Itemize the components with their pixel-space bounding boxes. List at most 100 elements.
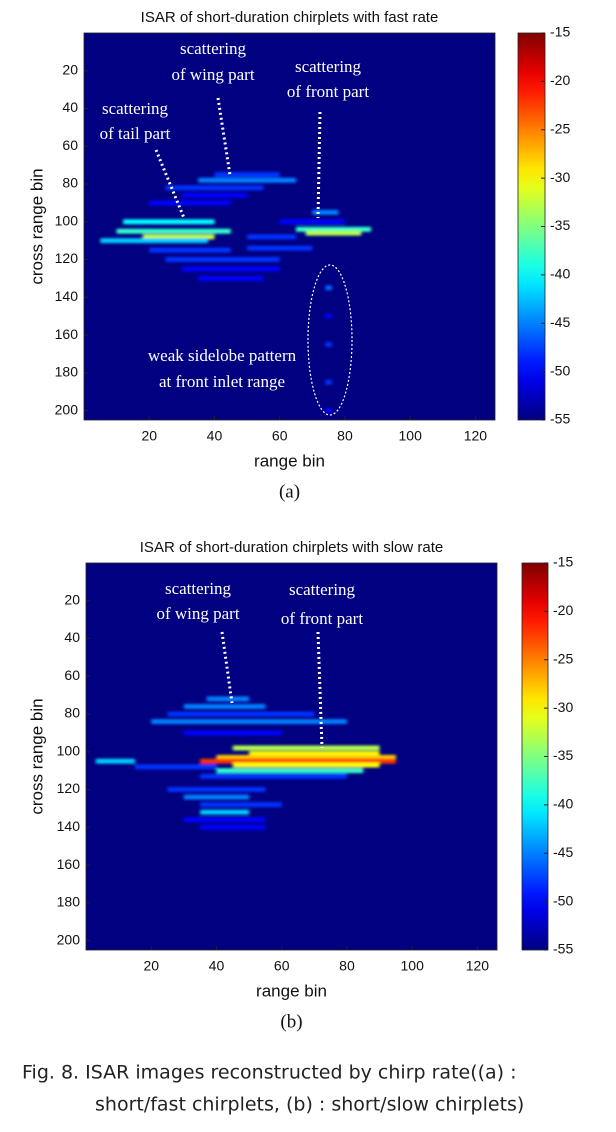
caption-line: Fig. 8. ISAR images reconstructed by chi… <box>22 1062 517 1084</box>
heat-streak <box>312 209 339 215</box>
heat-streak <box>123 219 215 225</box>
colorbar-tick-label: -20 <box>553 602 573 618</box>
heat-streak <box>216 768 364 774</box>
heat-streak <box>183 703 266 709</box>
heat-streak <box>325 341 332 347</box>
heat-streak <box>200 809 250 815</box>
heat-streak <box>149 200 231 206</box>
x-axis-label: range bin <box>256 981 327 1000</box>
x-tick-label: 100 <box>399 428 423 444</box>
annotation: scattering <box>165 579 232 598</box>
annotation: scattering <box>289 580 356 599</box>
heatmap-layer <box>100 172 372 414</box>
heat-streak <box>200 824 266 830</box>
x-tick-label: 120 <box>466 958 490 974</box>
plot-background <box>84 33 495 420</box>
heat-streak <box>198 177 297 183</box>
heat-streak <box>232 745 380 751</box>
heat-streak <box>279 219 345 225</box>
y-tick-label: 100 <box>55 212 79 228</box>
colorbar-tick-label: -25 <box>550 120 570 136</box>
y-tick-label: 80 <box>62 175 78 191</box>
annotation: scattering <box>295 57 362 76</box>
colorbar-tick-label: -30 <box>550 169 570 185</box>
colorbar-tick-label: -55 <box>550 411 570 427</box>
x-tick-label: 80 <box>339 958 355 974</box>
heat-streak <box>200 773 347 779</box>
colorbar-tick-label: -45 <box>553 844 573 860</box>
heat-streak <box>183 817 266 823</box>
heat-streak <box>167 711 315 717</box>
heat-streak <box>181 266 280 272</box>
x-tick-label: 60 <box>274 958 290 974</box>
y-tick-label: 200 <box>55 401 79 417</box>
y-tick-label: 180 <box>57 894 81 910</box>
x-tick-label: 20 <box>143 958 159 974</box>
y-tick-label: 140 <box>55 288 79 304</box>
heat-streak <box>181 192 248 198</box>
heat-streak <box>247 245 313 251</box>
colorbar-tick-label: -50 <box>553 892 573 908</box>
x-tick-label: 100 <box>401 958 425 974</box>
colorbar-tick-label: -45 <box>550 314 570 330</box>
heat-streak <box>100 238 208 244</box>
x-tick-label: 80 <box>337 428 353 444</box>
heat-streak <box>183 794 250 800</box>
panel-label: (b) <box>280 1011 302 1032</box>
heat-streak <box>134 764 217 770</box>
heat-streak <box>325 408 332 414</box>
colorbar <box>521 562 549 951</box>
heat-streak <box>325 379 332 385</box>
x-tick-label: 40 <box>207 428 223 444</box>
sidelobe-ellipse <box>307 264 353 416</box>
chart-title: ISAR of short-duration chirplets with fa… <box>141 9 439 26</box>
y-tick-label: 100 <box>57 742 81 758</box>
x-tick-label: 40 <box>209 958 225 974</box>
y-tick-label: 60 <box>64 667 80 683</box>
heat-streak <box>214 172 280 178</box>
colorbar-tick-label: -40 <box>550 266 570 282</box>
heat-streak <box>183 730 282 736</box>
annotation: scattering <box>102 99 169 118</box>
pointer-line <box>220 631 234 704</box>
x-tick-label: 20 <box>141 428 157 444</box>
heat-streak <box>149 247 231 253</box>
heat-streak <box>116 228 231 234</box>
heat-streak <box>167 787 266 793</box>
colorbar-tick-label: -20 <box>550 72 570 88</box>
colorbar-tick-label: -35 <box>553 747 573 763</box>
y-tick-label: 180 <box>55 364 79 380</box>
colorbar <box>517 32 546 421</box>
heat-streak <box>165 257 280 263</box>
heat-streak <box>142 234 215 240</box>
colorbar-tick-label: -25 <box>553 650 573 666</box>
pointer-line <box>316 631 324 749</box>
heat-streak <box>305 230 362 236</box>
x-axis-label: range bin <box>254 451 325 470</box>
y-tick-label: 140 <box>57 818 81 834</box>
y-tick-label: 60 <box>62 137 78 153</box>
heat-streak <box>198 275 264 281</box>
annotation: of front part <box>287 82 369 101</box>
caption-line: short/fast chirplets, (b) : short/slow c… <box>95 1094 524 1116</box>
plot-frame <box>85 562 498 951</box>
heat-streak <box>247 234 297 240</box>
colorbar-tick-label: -15 <box>550 24 570 40</box>
y-tick-label: 200 <box>57 931 81 947</box>
annotation: of tail part <box>100 124 171 143</box>
heat-streak <box>325 285 332 291</box>
heat-streak <box>95 758 135 764</box>
colorbar-tick-label: -15 <box>553 554 573 570</box>
colorbar-tick-label: -55 <box>553 941 573 957</box>
y-axis-label: cross range bin <box>27 168 46 284</box>
heat-streak <box>165 185 264 191</box>
colorbar-tick-label: -35 <box>550 217 570 233</box>
y-tick-label: 160 <box>57 856 81 872</box>
y-tick-label: 80 <box>64 705 80 721</box>
annotation: scattering <box>180 39 247 58</box>
heat-streak <box>200 758 396 764</box>
chart-title: ISAR of short-duration chirplets with sl… <box>140 539 443 556</box>
heat-streak <box>232 762 380 768</box>
colorbar-tick-label: -40 <box>553 796 573 812</box>
